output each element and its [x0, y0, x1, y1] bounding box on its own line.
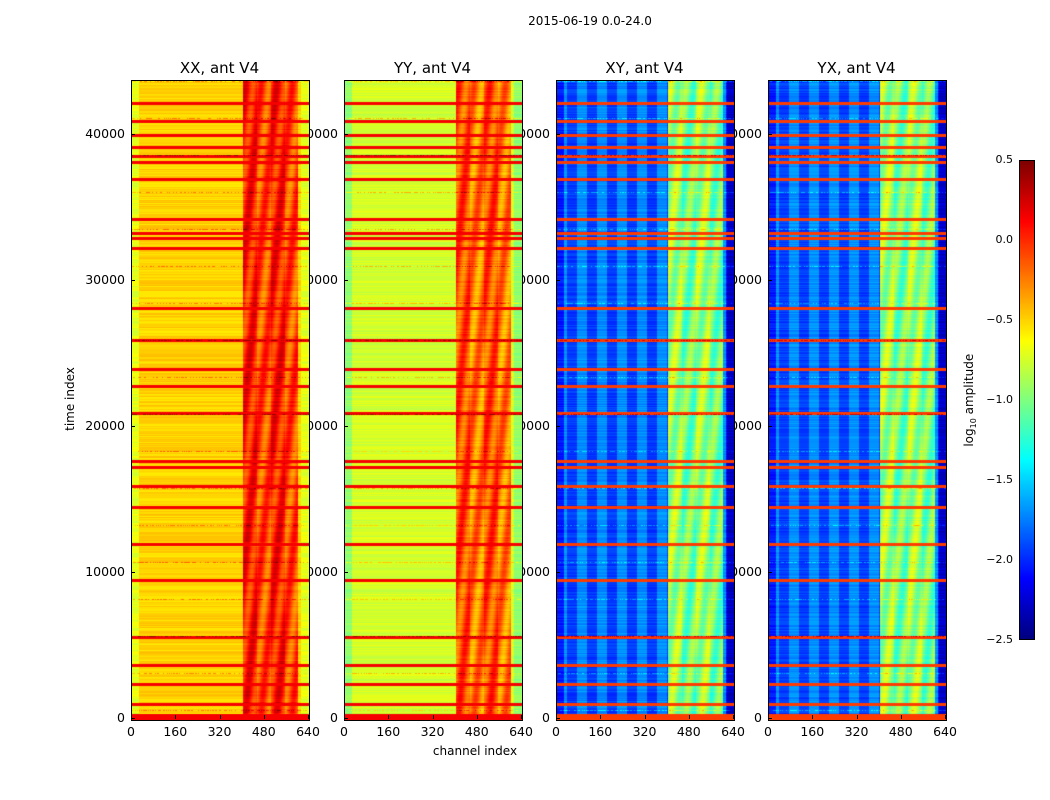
y-tick-mark — [768, 718, 772, 719]
y-tick-label: 0 — [330, 710, 338, 725]
x-tick-label: 160 — [588, 724, 613, 739]
y-tick-mark — [768, 572, 772, 574]
x-tick-label: 480 — [888, 724, 913, 739]
x-tick-mark — [644, 715, 646, 719]
panel-title: XY, ant V4 — [605, 59, 684, 77]
x-tick-label: 0 — [764, 724, 772, 739]
x-tick-label: 640 — [933, 724, 957, 739]
panel-title: XX, ant V4 — [179, 59, 260, 77]
x-tick-mark — [856, 715, 858, 719]
y-tick-mark — [344, 134, 348, 136]
x-tick-label: 160 — [800, 724, 825, 739]
x-tick-mark — [476, 715, 478, 719]
x-tick-mark — [812, 715, 814, 719]
x-tick-mark — [219, 715, 221, 719]
y-tick-mark — [344, 280, 348, 282]
colorbar — [1019, 160, 1035, 640]
x-tick-label: 320 — [420, 724, 445, 739]
y-tick-mark — [131, 134, 135, 136]
x-tick-mark — [768, 715, 769, 719]
y-tick-mark — [131, 718, 135, 719]
x-tick-mark — [521, 715, 522, 719]
y-tick-label: 40000 — [85, 126, 125, 142]
x-tick-label: 640 — [509, 724, 533, 739]
heatmap-2 — [556, 80, 735, 721]
y-tick-mark — [556, 134, 560, 136]
colorbar-tick-label: 0.5 — [995, 153, 1014, 166]
x-tick-label: 320 — [844, 724, 869, 739]
x-tick-label: 0 — [127, 724, 135, 739]
figure-title: 2015-06-19 0.0-24.0 — [528, 14, 652, 28]
y-tick-mark — [344, 572, 348, 574]
y-tick-mark — [556, 280, 560, 282]
y-tick-mark — [556, 572, 560, 574]
heatmap-3 — [768, 80, 947, 721]
x-tick-mark — [263, 715, 265, 719]
y-tick-label: 30000 — [85, 272, 125, 288]
x-tick-label: 640 — [296, 724, 320, 739]
x-tick-label: 480 — [676, 724, 701, 739]
heatmap-0 — [131, 80, 310, 721]
y-tick-mark — [768, 426, 772, 428]
colorbar-label-rest: amplitude — [961, 353, 976, 419]
y-tick-mark — [344, 426, 348, 428]
x-tick-label: 0 — [340, 724, 348, 739]
y-tick-mark — [131, 280, 135, 282]
y-tick-mark — [344, 718, 348, 719]
x-tick-mark — [733, 715, 734, 719]
heatmap-1 — [344, 80, 523, 721]
x-tick-mark — [175, 715, 177, 719]
y-tick-mark — [131, 572, 135, 574]
x-tick-mark — [131, 715, 132, 719]
x-tick-mark — [945, 715, 946, 719]
y-axis-label: time index — [63, 367, 77, 431]
y-tick-mark — [556, 426, 560, 428]
x-tick-mark — [308, 715, 309, 719]
y-tick-label: 10000 — [85, 564, 125, 580]
y-tick-mark — [768, 134, 772, 136]
colorbar-tick-label: −2.0 — [986, 553, 1013, 566]
x-tick-mark — [688, 715, 690, 719]
panel-title: YX, ant V4 — [817, 59, 896, 77]
colorbar-tick-label: −0.5 — [986, 313, 1013, 326]
x-tick-label: 640 — [721, 724, 745, 739]
x-tick-label: 160 — [376, 724, 401, 739]
y-tick-mark — [131, 426, 135, 428]
colorbar-tick-label: −2.5 — [986, 633, 1013, 646]
colorbar-tick-label: −1.0 — [986, 393, 1013, 406]
y-tick-label: 0 — [754, 710, 762, 725]
x-tick-mark — [556, 715, 557, 719]
x-tick-mark — [344, 715, 345, 719]
x-tick-label: 160 — [163, 724, 188, 739]
x-tick-label: 320 — [632, 724, 657, 739]
x-tick-mark — [900, 715, 902, 719]
y-tick-label: 0 — [117, 710, 125, 725]
x-tick-mark — [432, 715, 434, 719]
y-tick-label: 0 — [542, 710, 550, 725]
colorbar-tick-label: −1.5 — [986, 473, 1013, 486]
y-tick-label: 20000 — [85, 418, 125, 434]
x-tick-label: 320 — [207, 724, 232, 739]
colorbar-label-base: log — [961, 428, 976, 447]
x-tick-label: 480 — [251, 724, 276, 739]
y-tick-mark — [556, 718, 560, 719]
colorbar-tick-label: 0.0 — [995, 233, 1014, 246]
x-axis-label: channel index — [432, 744, 518, 758]
x-tick-label: 0 — [552, 724, 560, 739]
x-tick-mark — [388, 715, 390, 719]
panel-title: YY, ant V4 — [393, 59, 471, 77]
x-tick-mark — [600, 715, 602, 719]
colorbar-label-sub: 10 — [969, 418, 979, 429]
y-tick-mark — [768, 280, 772, 282]
x-tick-label: 480 — [464, 724, 489, 739]
